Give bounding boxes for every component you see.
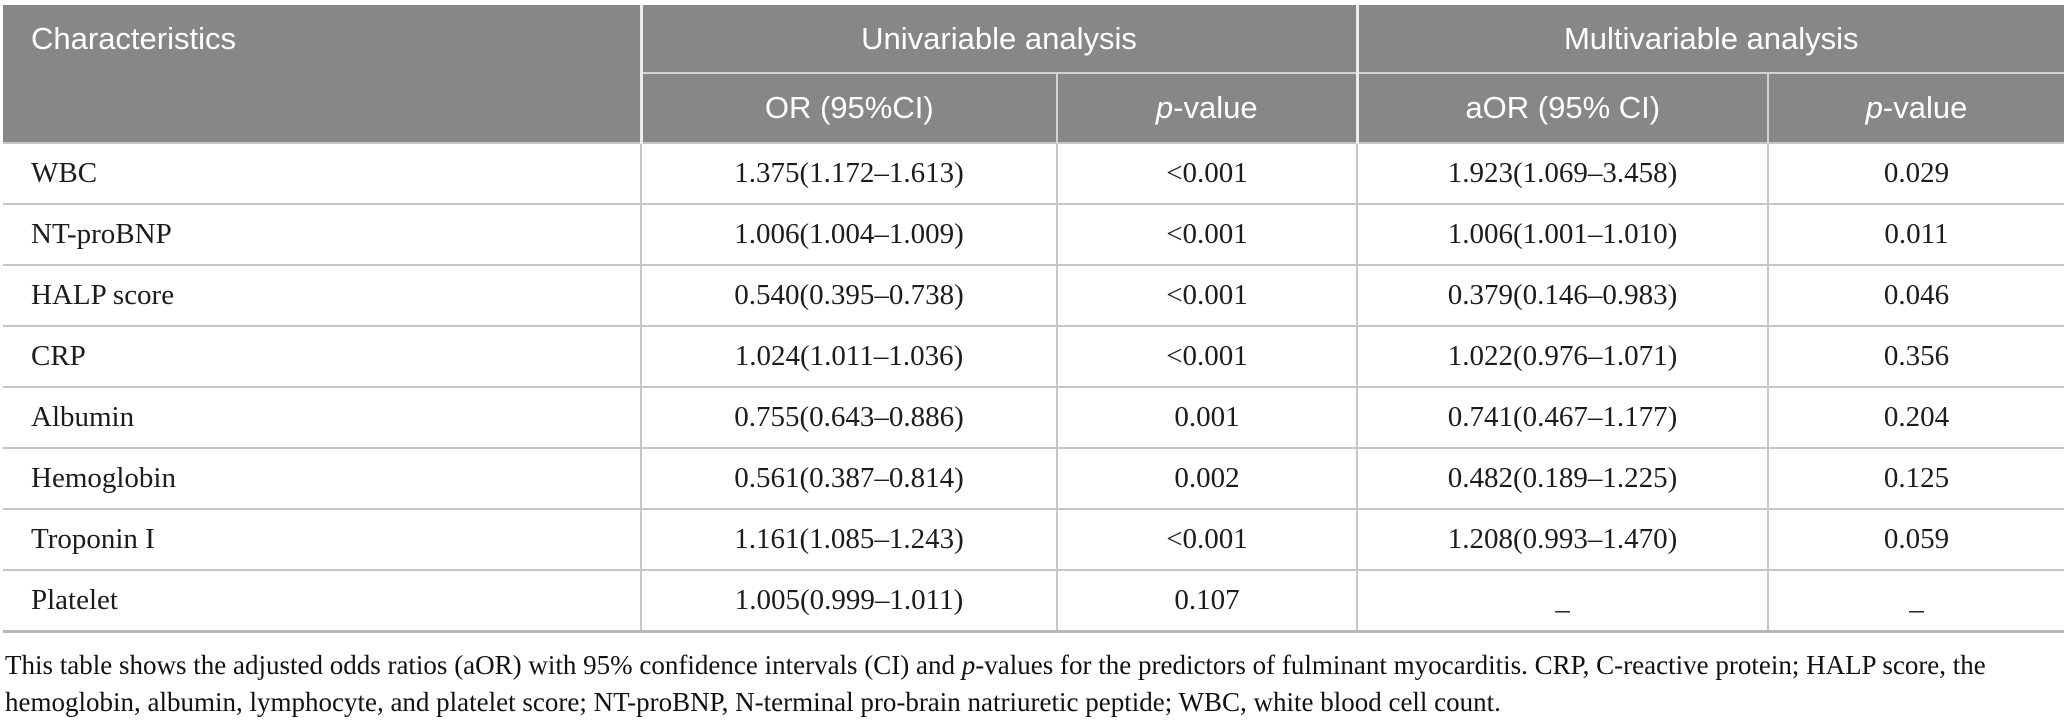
table-header: Characteristics Univariable analysis Mul… — [3, 5, 2064, 143]
cell-p-value-univariable: 0.107 — [1056, 569, 1357, 632]
cell-p-value-multivariable: 0.125 — [1767, 447, 2064, 509]
column-header-p-value-multivariable: p-value — [1767, 73, 2064, 143]
table-row: HALP score 0.540(0.395–0.738) <0.001 0.3… — [3, 264, 2064, 326]
cell-p-value-univariable: <0.001 — [1056, 264, 1357, 326]
table-row: Platelet 1.005(0.999–1.011) 0.107 _ _ — [3, 569, 2064, 632]
footnote-line-2: hemoglobin, albumin, lymphocyte, and pla… — [5, 684, 2064, 721]
regression-table: Characteristics Univariable analysis Mul… — [3, 5, 2064, 633]
cell-characteristic: Platelet — [3, 569, 641, 632]
cell-or-univariable: 1.161(1.085–1.243) — [640, 508, 1057, 570]
cell-p-value-multivariable: 0.204 — [1767, 386, 2064, 448]
table-row: CRP 1.024(1.011–1.036) <0.001 1.022(0.97… — [3, 325, 2064, 387]
cell-characteristic: NT-proBNP — [3, 203, 641, 265]
column-header-or-95ci: OR (95%CI) — [639, 73, 1057, 143]
cell-aor-multivariable: 1.022(0.976–1.071) — [1356, 325, 1768, 387]
cell-aor-multivariable: 0.741(0.467–1.177) — [1356, 386, 1768, 448]
cell-characteristic: HALP score — [3, 264, 641, 326]
cell-p-value-univariable: 0.002 — [1056, 447, 1357, 509]
column-header-characteristics: Characteristics — [3, 5, 641, 143]
table-row: NT-proBNP 1.006(1.004–1.009) <0.001 1.00… — [3, 203, 2064, 265]
cell-characteristic: Troponin I — [3, 508, 641, 570]
cell-characteristic: Albumin — [3, 386, 641, 448]
table-row: Albumin 0.755(0.643–0.886) 0.001 0.741(0… — [3, 386, 2064, 448]
cell-aor-multivariable: _ — [1356, 569, 1768, 632]
cell-or-univariable: 1.375(1.172–1.613) — [640, 142, 1057, 204]
cell-or-univariable: 0.561(0.387–0.814) — [640, 447, 1057, 509]
cell-p-value-univariable: <0.001 — [1056, 203, 1357, 265]
cell-aor-multivariable: 0.482(0.189–1.225) — [1356, 447, 1768, 509]
cell-p-value-univariable: <0.001 — [1056, 325, 1357, 387]
cell-p-value-univariable: <0.001 — [1056, 508, 1357, 570]
header-group-row: Characteristics Univariable analysis Mul… — [3, 5, 2064, 143]
cell-or-univariable: 1.006(1.004–1.009) — [640, 203, 1057, 265]
cell-or-univariable: 0.755(0.643–0.886) — [640, 386, 1057, 448]
cell-aor-multivariable: 0.379(0.146–0.983) — [1356, 264, 1768, 326]
cell-p-value-multivariable: 0.011 — [1767, 203, 2064, 265]
footnote-line-1: This table shows the adjusted odds ratio… — [5, 647, 2064, 684]
cell-aor-multivariable: 1.923(1.069–3.458) — [1356, 142, 1768, 204]
cell-characteristic: CRP — [3, 325, 641, 387]
cell-aor-multivariable: 1.208(0.993–1.470) — [1356, 508, 1768, 570]
cell-p-value-multivariable: _ — [1767, 569, 2064, 632]
footnote-italic-p: p — [961, 650, 976, 680]
cell-p-value-multivariable: 0.356 — [1767, 325, 2064, 387]
cell-p-value-univariable: 0.001 — [1056, 386, 1357, 448]
column-group-multivariable-analysis: Multivariable analysis — [1355, 5, 2064, 74]
cell-p-value-univariable: <0.001 — [1056, 142, 1357, 204]
footnote-text: This table shows the adjusted odds ratio… — [5, 650, 962, 680]
column-header-aor-95ci: aOR (95% CI) — [1355, 73, 1768, 143]
cell-or-univariable: 1.005(0.999–1.011) — [640, 569, 1057, 632]
table-row: WBC 1.375(1.172–1.613) <0.001 1.923(1.06… — [3, 142, 2064, 204]
table-row: Hemoglobin 0.561(0.387–0.814) 0.002 0.48… — [3, 447, 2064, 509]
cell-or-univariable: 1.024(1.011–1.036) — [640, 325, 1057, 387]
cell-p-value-multivariable: 0.029 — [1767, 142, 2064, 204]
column-group-univariable-analysis: Univariable analysis — [639, 5, 1357, 74]
p-value-italic-p: p — [1155, 90, 1174, 125]
cell-p-value-multivariable: 0.059 — [1767, 508, 2064, 570]
cell-characteristic: WBC — [3, 142, 641, 204]
column-header-p-value-univariable: p-value — [1056, 73, 1357, 143]
cell-aor-multivariable: 1.006(1.001–1.010) — [1356, 203, 1768, 265]
header-sub-row: OR (95%CI) p-value aOR (95% CI) p-value — [3, 73, 2064, 143]
cell-or-univariable: 0.540(0.395–0.738) — [640, 264, 1057, 326]
p-value-suffix: -value — [1882, 90, 1968, 125]
table-row: Troponin I 1.161(1.085–1.243) <0.001 1.2… — [3, 508, 2064, 570]
cell-characteristic: Hemoglobin — [3, 447, 641, 509]
footnote-text: -values for the predictors of fulminant … — [975, 650, 1986, 680]
cell-p-value-multivariable: 0.046 — [1767, 264, 2064, 326]
p-value-suffix: -value — [1173, 90, 1258, 125]
footnote-text: hemoglobin, albumin, lymphocyte, and pla… — [5, 687, 1501, 717]
p-value-italic-p: p — [1865, 90, 1883, 125]
table-footnote: This table shows the adjusted odds ratio… — [5, 647, 2064, 721]
table-body: WBC 1.375(1.172–1.613) <0.001 1.923(1.06… — [3, 142, 2064, 632]
